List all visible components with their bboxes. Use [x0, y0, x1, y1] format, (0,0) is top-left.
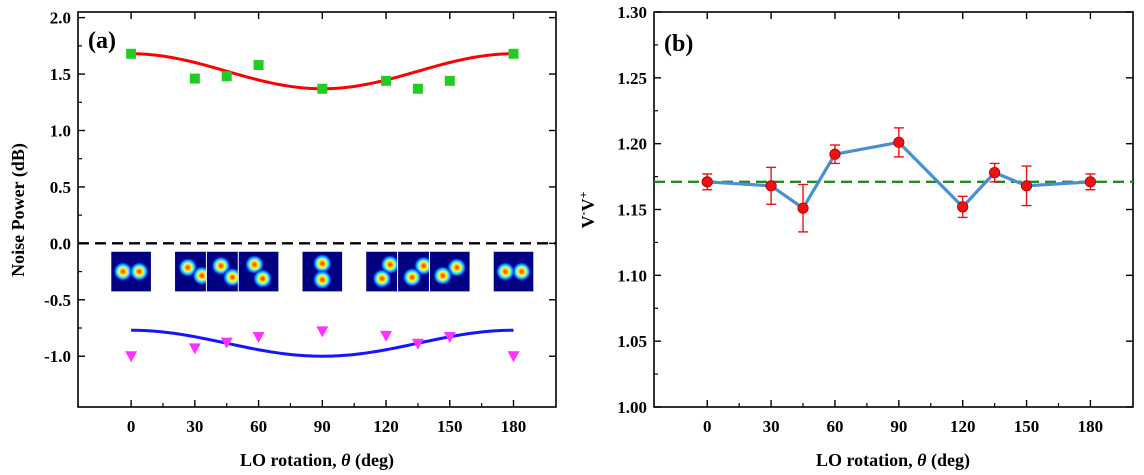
data-point-square — [253, 60, 264, 71]
panel-a-y-tick-label: 1.0 — [50, 122, 71, 141]
mode-image-lobe — [222, 267, 243, 288]
data-point-square — [126, 48, 137, 59]
mode-image-lobe — [178, 257, 198, 278]
panel-b: (b) V-V+ LO rotation, θ (deg) 0 30 60 90 120… — [576, 3, 1134, 471]
data-point — [1084, 176, 1097, 188]
mode-image — [237, 250, 280, 293]
data-point — [957, 201, 969, 213]
panel-b-y-tick-label: 1.30 — [617, 3, 647, 22]
panel-a-y-tick-label: 2.0 — [50, 9, 71, 28]
panel-a-data-points — [125, 48, 520, 363]
mode-image-lobe — [312, 269, 333, 290]
fit-curve — [131, 52, 514, 91]
mode-image — [301, 250, 344, 293]
data-point-triangle — [188, 343, 201, 355]
panel-a-y-tick-label: 0.0 — [50, 234, 71, 253]
panel-b-x-tick-label: 60 — [826, 417, 843, 436]
panel-b-x-tick-label: 30 — [763, 417, 780, 436]
panel-a-y-tick-label: -0.5 — [44, 291, 71, 310]
data-point-square — [189, 73, 200, 84]
panel-b-y-tick-label: 1.20 — [617, 135, 647, 154]
panel-a-x-axis-title: LO rotation, θ (deg) — [240, 450, 394, 471]
panel-a-x-tick-label: 150 — [437, 417, 463, 436]
data-point-square — [317, 83, 328, 94]
panel-b-series — [701, 127, 1097, 233]
data-point — [989, 167, 1001, 179]
mode-image-lobe — [495, 261, 516, 282]
panel-b-y-tick-label: 1.10 — [617, 266, 647, 285]
panel-b-y-tick-label: 1.00 — [617, 398, 647, 417]
data-point — [765, 180, 777, 192]
data-point — [701, 176, 713, 188]
panel-a-x-tick-label: 0 — [127, 417, 136, 436]
panel-b-x-tick-label: 180 — [1078, 417, 1104, 436]
mode-image-lobe — [432, 265, 453, 286]
data-point — [1020, 180, 1033, 192]
data-point-triangle — [443, 332, 456, 344]
mode-image-lobe — [380, 254, 400, 275]
panel-b-frame — [653, 11, 1134, 408]
data-point-triangle — [316, 326, 329, 338]
mode-image-lobe — [129, 261, 149, 282]
panel-a-x-tick-label: 90 — [314, 417, 331, 436]
mode-image-lobe — [511, 261, 532, 282]
panel-a-mode-images — [110, 250, 535, 293]
panel-b-x-tick-label: 0 — [703, 417, 712, 436]
data-point-square — [221, 71, 232, 82]
panel-b-y-tick-label: 1.25 — [617, 69, 647, 88]
mode-image-lobe — [312, 253, 333, 274]
panel-b-ticks: 0 30 60 90 120 150 180 1.00 1.05 1.10 1.15 1.20 1.25… — [617, 3, 1133, 436]
panel-a-label: (a) — [88, 28, 116, 54]
mode-image-lobe — [113, 261, 133, 282]
panel-a-y-axis-title: Noise Power (dB) — [8, 143, 29, 277]
mode-image — [428, 250, 471, 293]
mode-image — [492, 250, 535, 293]
panel-b-y-tick-label: 1.05 — [617, 332, 647, 351]
panel-a-ticks: 0 30 60 90 120 150 180 -1.0 -0.5 0.0 0.5 1.0 1.5 2.0 — [44, 9, 556, 436]
data-point-square — [381, 75, 392, 86]
panel-a-frame — [77, 11, 557, 408]
panel-b-x-tick-label: 150 — [1014, 417, 1040, 436]
mode-image — [110, 250, 152, 293]
data-point — [893, 136, 905, 148]
panel-a-x-tick-label: 120 — [373, 417, 399, 436]
data-point-square — [412, 83, 423, 94]
panel-b-y-tick-label: 1.15 — [617, 201, 647, 220]
data-point-triangle — [125, 351, 138, 363]
mode-image-lobe — [372, 268, 392, 289]
panel-b-x-axis-title: LO rotation, θ (deg) — [816, 450, 970, 471]
panel-a: (a) Noise Power (dB) LO rotation, θ (deg… — [8, 9, 557, 471]
mode-image-lobe — [244, 254, 265, 275]
data-point-square — [508, 48, 519, 59]
panel-b-label: (b) — [664, 31, 693, 57]
data-point-square — [444, 75, 455, 86]
mode-image-lobe — [252, 268, 273, 289]
panel-a-fit-curves — [131, 52, 514, 358]
data-point — [797, 202, 809, 214]
panel-a-x-tick-label: 180 — [501, 417, 527, 436]
panel-a-x-tick-label: 60 — [250, 417, 267, 436]
mode-image-lobe — [402, 267, 422, 288]
panel-b-x-tick-label: 120 — [950, 417, 976, 436]
data-point — [829, 148, 841, 160]
data-point-triangle — [507, 351, 520, 363]
panel-a-y-tick-label: 0.5 — [50, 178, 71, 197]
panel-a-y-tick-label: 1.5 — [50, 65, 71, 84]
panel-a-x-tick-label: 30 — [186, 417, 203, 436]
data-point-triangle — [411, 338, 424, 350]
data-point-triangle — [380, 330, 393, 342]
panel-a-y-tick-label: -1.0 — [44, 347, 71, 366]
panel-b-y-axis-title: V-V+ — [576, 191, 598, 228]
panel-b-x-tick-label: 90 — [890, 417, 907, 436]
mode-image-lobe — [447, 257, 467, 278]
data-point-triangle — [252, 332, 265, 344]
data-point-triangle — [220, 337, 233, 349]
